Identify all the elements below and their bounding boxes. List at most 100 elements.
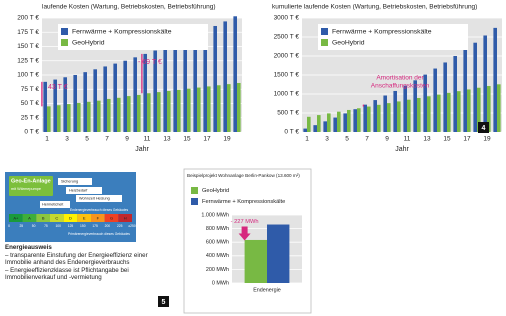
y-tick-label: 175 T € <box>17 29 39 36</box>
x-tick-label: 11 <box>404 136 411 143</box>
bar <box>333 117 337 132</box>
bar <box>497 84 501 132</box>
certificate-title-box <box>9 176 53 196</box>
badge-label: 5 <box>162 299 166 306</box>
certificate-note: Endenergieverbrauch dieses Gebäudes <box>70 208 128 212</box>
scale-label: 200 <box>105 224 111 228</box>
bar <box>187 88 191 132</box>
bar <box>177 89 181 132</box>
annotation: 43 T € <box>48 84 68 91</box>
x-tick-label: 7 <box>365 136 369 143</box>
legend-box <box>188 183 303 209</box>
class-label: A <box>28 216 31 221</box>
tag-box <box>58 178 92 185</box>
y-tick-label: 0 T € <box>24 129 39 136</box>
bar <box>453 56 457 132</box>
class-label: E <box>83 216 86 221</box>
legend-label: GeoHybrid <box>72 39 105 46</box>
x-tick-label: 1 <box>45 136 49 143</box>
bar <box>173 43 177 132</box>
annotation: Amortisation der <box>376 75 424 82</box>
bar <box>457 91 461 132</box>
x-tick-label: Endenergie <box>253 287 281 293</box>
class-bar: A+ A B C D E F G H 0 25 50 75 100 125 150 175 200 225 ≥250 <box>8 214 136 228</box>
annotation: Anschaffungskosten <box>371 83 430 90</box>
certificate-tag: Sicherung <box>61 180 78 184</box>
bar <box>463 49 467 132</box>
bar <box>77 102 81 132</box>
bar <box>73 75 77 132</box>
y-tick-label: 800 MWh <box>206 226 229 232</box>
bar <box>397 101 401 132</box>
bar <box>163 47 167 132</box>
bar <box>197 87 201 132</box>
bar <box>63 77 67 132</box>
class-cell <box>22 214 37 222</box>
legend-swatch <box>61 39 68 46</box>
bar <box>203 30 207 132</box>
legend-label: Fernwärme + Kompressionskälte <box>72 28 172 35</box>
bar <box>267 224 290 283</box>
bar <box>57 105 61 132</box>
scale-label: 100 <box>55 224 61 228</box>
bar <box>367 106 371 132</box>
y-tick-label: 25 T € <box>21 114 40 121</box>
x-tick-label: 11 <box>144 136 151 143</box>
class-cell <box>118 214 132 222</box>
certificate-title: mit Wärmepumpe <box>11 187 41 191</box>
bar <box>317 115 321 132</box>
chart-title: Beispielprojekt Wohnanlage Berlin-Pankow… <box>187 173 300 178</box>
x-tick-label: 5 <box>85 136 89 143</box>
x-tick-label: 5 <box>345 136 349 143</box>
bar <box>67 104 71 132</box>
y-tick-label: 2500 T € <box>274 34 300 41</box>
scale-label: 225 <box>117 224 123 228</box>
bar <box>93 69 97 132</box>
scale-label: 175 <box>92 224 98 228</box>
y-tick-label: 600 MWh <box>206 240 229 246</box>
scale-label: 25 <box>19 224 23 228</box>
bar <box>387 103 391 132</box>
bar <box>477 87 481 132</box>
legend-label: GeoHybrid <box>202 188 229 194</box>
scale-label: 125 <box>68 224 74 228</box>
bar <box>217 85 221 132</box>
scale-label: ≥250 <box>128 224 135 228</box>
bar <box>143 53 147 132</box>
bar <box>487 86 491 132</box>
certificate-tag: Wohnzeit Heizung <box>79 197 110 201</box>
class-label: G <box>110 216 113 221</box>
bar <box>377 104 381 132</box>
bar <box>363 104 367 132</box>
bar <box>403 85 407 132</box>
class-label: B <box>42 216 45 221</box>
legend-label: Fernwärme + Kompressionskälte <box>332 28 432 35</box>
bar <box>373 100 377 132</box>
bar <box>323 121 327 132</box>
y-tick-label: 500 T € <box>277 110 299 117</box>
x-tick-label: 15 <box>443 136 451 143</box>
bar <box>127 96 131 132</box>
badge <box>158 296 169 307</box>
class-cell <box>36 214 50 222</box>
x-tick-label: 19 <box>223 136 231 143</box>
x-tick-label: 9 <box>125 136 129 143</box>
badge-label: 4 <box>482 125 486 132</box>
bar <box>307 116 311 132</box>
x-axis-title: Jahr <box>135 146 149 153</box>
bar <box>337 111 341 132</box>
bar <box>133 57 137 132</box>
chart-title: laufende Kosten (Wartung, Betriebskosten… <box>42 4 216 11</box>
bar <box>113 63 117 132</box>
bar <box>237 82 241 132</box>
bar <box>347 109 351 132</box>
bar <box>407 99 411 132</box>
bar <box>147 93 151 132</box>
y-tick-label: 200 T € <box>17 15 39 22</box>
bar <box>313 125 317 132</box>
certificate-tag: Heizbedarf <box>69 189 88 193</box>
legend-swatch <box>61 28 68 35</box>
class-cell <box>9 214 23 222</box>
bar <box>97 100 101 132</box>
